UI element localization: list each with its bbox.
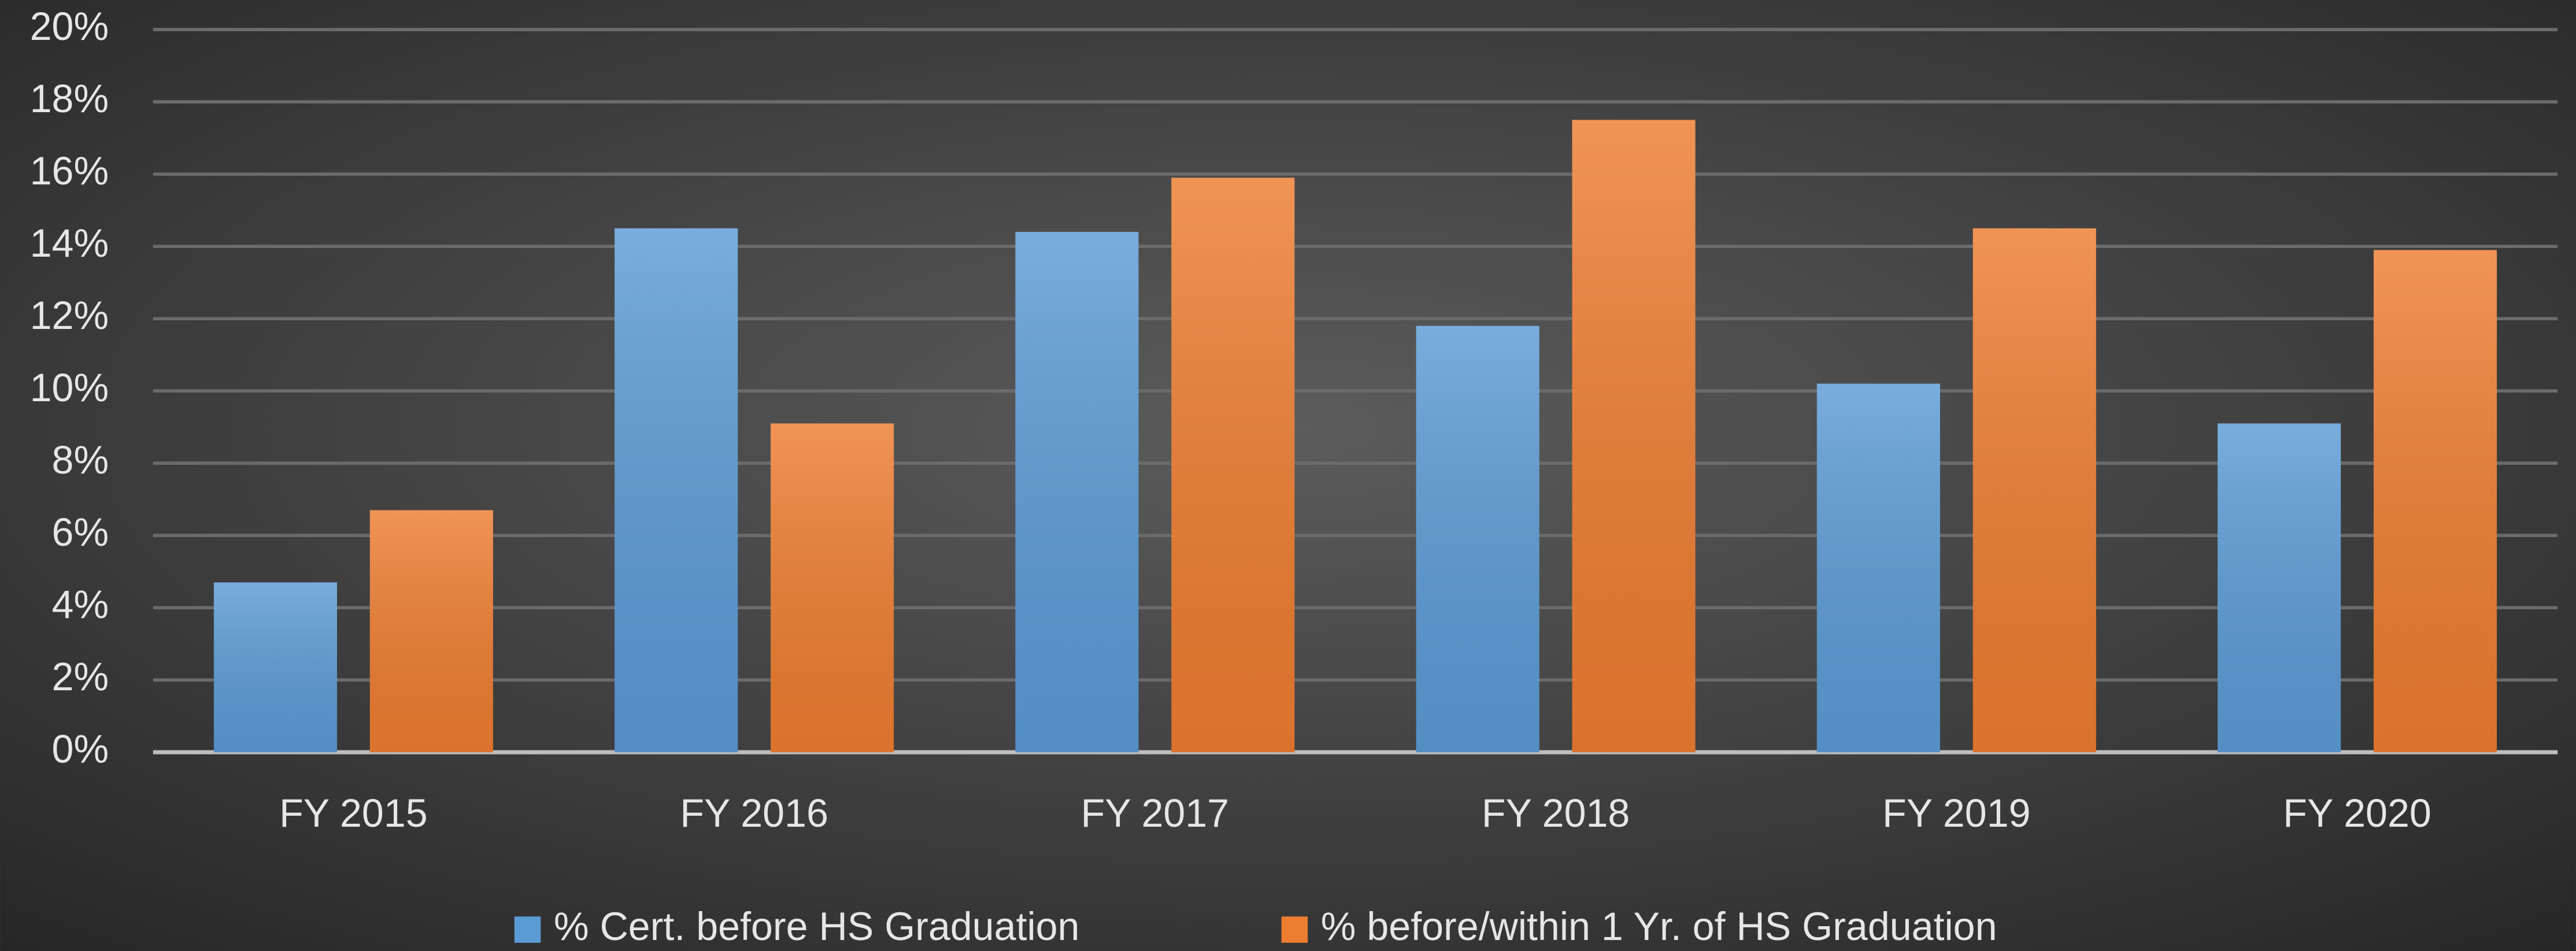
y-tick-label: 14%	[30, 221, 109, 265]
y-tick-label: 18%	[30, 77, 109, 121]
x-tick-label: FY 2018	[1482, 791, 1630, 835]
x-tick-label: FY 2015	[279, 791, 427, 835]
legend-swatch	[1281, 916, 1308, 943]
y-tick-label: 6%	[52, 510, 109, 554]
bar	[615, 228, 738, 753]
y-tick-label: 20%	[30, 5, 109, 49]
bar	[1015, 232, 1139, 753]
bar	[2373, 250, 2497, 753]
bar	[2218, 423, 2341, 753]
legend-label: % before/within 1 Yr. of HS Graduation	[1321, 905, 1997, 949]
y-tick-label: 0%	[52, 727, 109, 771]
x-tick-label: FY 2017	[1081, 791, 1229, 835]
y-tick-label: 10%	[30, 366, 109, 410]
bar	[1416, 325, 1539, 753]
y-tick-label: 16%	[30, 149, 109, 193]
bar	[369, 510, 493, 753]
legend-swatch	[514, 916, 541, 943]
y-tick-label: 8%	[52, 438, 109, 482]
x-tick-label: FY 2020	[2283, 791, 2431, 835]
bar	[1171, 177, 1295, 753]
bar	[1972, 228, 2096, 753]
bar	[1572, 120, 1696, 753]
y-tick-label: 4%	[52, 583, 109, 627]
bar	[213, 582, 337, 753]
bar	[1816, 383, 1940, 753]
legend-label: % Cert. before HS Graduation	[554, 905, 1079, 949]
y-tick-label: 2%	[52, 655, 109, 699]
bar	[771, 423, 894, 753]
y-tick-label: 12%	[30, 294, 109, 338]
x-tick-label: FY 2019	[1882, 791, 2030, 835]
x-tick-label: FY 2016	[680, 791, 828, 835]
